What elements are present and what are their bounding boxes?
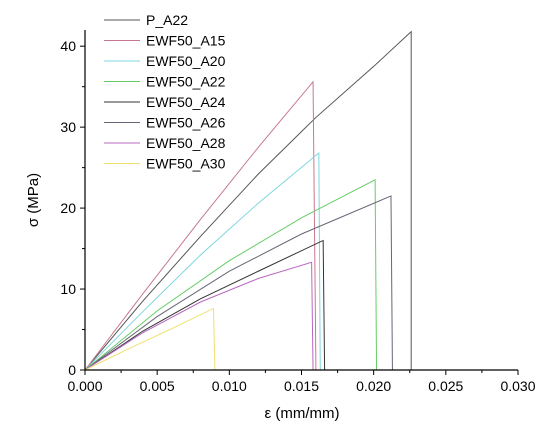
series-line-ewf50-a15	[84, 80, 317, 371]
series-line-ewf50-a20	[84, 151, 321, 371]
series-line-ewf50-a26	[84, 195, 393, 371]
series-line-ewf50-a30	[84, 307, 216, 371]
series-line-ewf50-a28	[84, 261, 314, 371]
y-tick-label: 40	[60, 38, 76, 54]
x-ticks: 0.000 0.005 0.010 0.015 0.020 0.025 0.030	[67, 370, 536, 394]
legend-label: EWF50_A30	[146, 156, 226, 172]
y-axis-label: σ (MPa)	[25, 173, 42, 227]
x-tick-label: 0.005	[140, 378, 175, 394]
y-tick-label: 0	[68, 362, 76, 378]
y-tick-label: 10	[60, 281, 76, 297]
x-tick-label: 0.025	[428, 378, 463, 394]
y-tick-label: 30	[60, 119, 76, 135]
series-line-ewf50-a22	[84, 178, 378, 371]
x-tick-label: 0.010	[212, 378, 247, 394]
x-axis-label: ε (mm/mm)	[265, 405, 340, 422]
x-tick-label: 0.000	[67, 378, 102, 394]
x-tick-label: 0.015	[284, 378, 319, 394]
x-tick-label: 0.020	[356, 378, 391, 394]
legend-label: EWF50_A26	[146, 115, 226, 131]
x-tick-label: 0.030	[500, 378, 535, 394]
y-ticks: 0 10 20 30 40	[60, 38, 85, 378]
series-line-p-a22	[84, 30, 412, 371]
legend-label: EWF50_A24	[146, 94, 226, 110]
y-tick-label: 20	[60, 200, 76, 216]
legend: P_A22 EWF50_A15 EWF50_A20 EWF50_A22 EWF50_A2…	[104, 12, 226, 172]
legend-label: EWF50_A20	[146, 53, 226, 69]
legend-label: EWF50_A28	[146, 135, 226, 151]
legend-label: EWF50_A15	[146, 33, 226, 49]
series-layer	[84, 30, 412, 371]
legend-label: P_A22	[146, 12, 188, 28]
legend-label: EWF50_A22	[146, 74, 226, 90]
series-line-ewf50-a24	[84, 239, 326, 371]
